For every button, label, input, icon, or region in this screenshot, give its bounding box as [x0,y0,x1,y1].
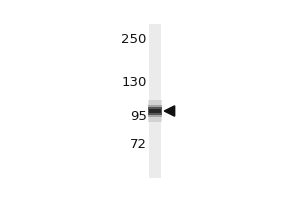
Bar [148,100,162,122]
Text: 130: 130 [122,76,147,89]
Text: 250: 250 [122,33,147,46]
Text: 95: 95 [130,110,147,123]
Bar [148,107,162,115]
Text: 72: 72 [130,138,147,151]
Polygon shape [164,106,175,116]
Bar [149,109,161,113]
Bar [148,24,161,178]
Bar [148,105,162,117]
